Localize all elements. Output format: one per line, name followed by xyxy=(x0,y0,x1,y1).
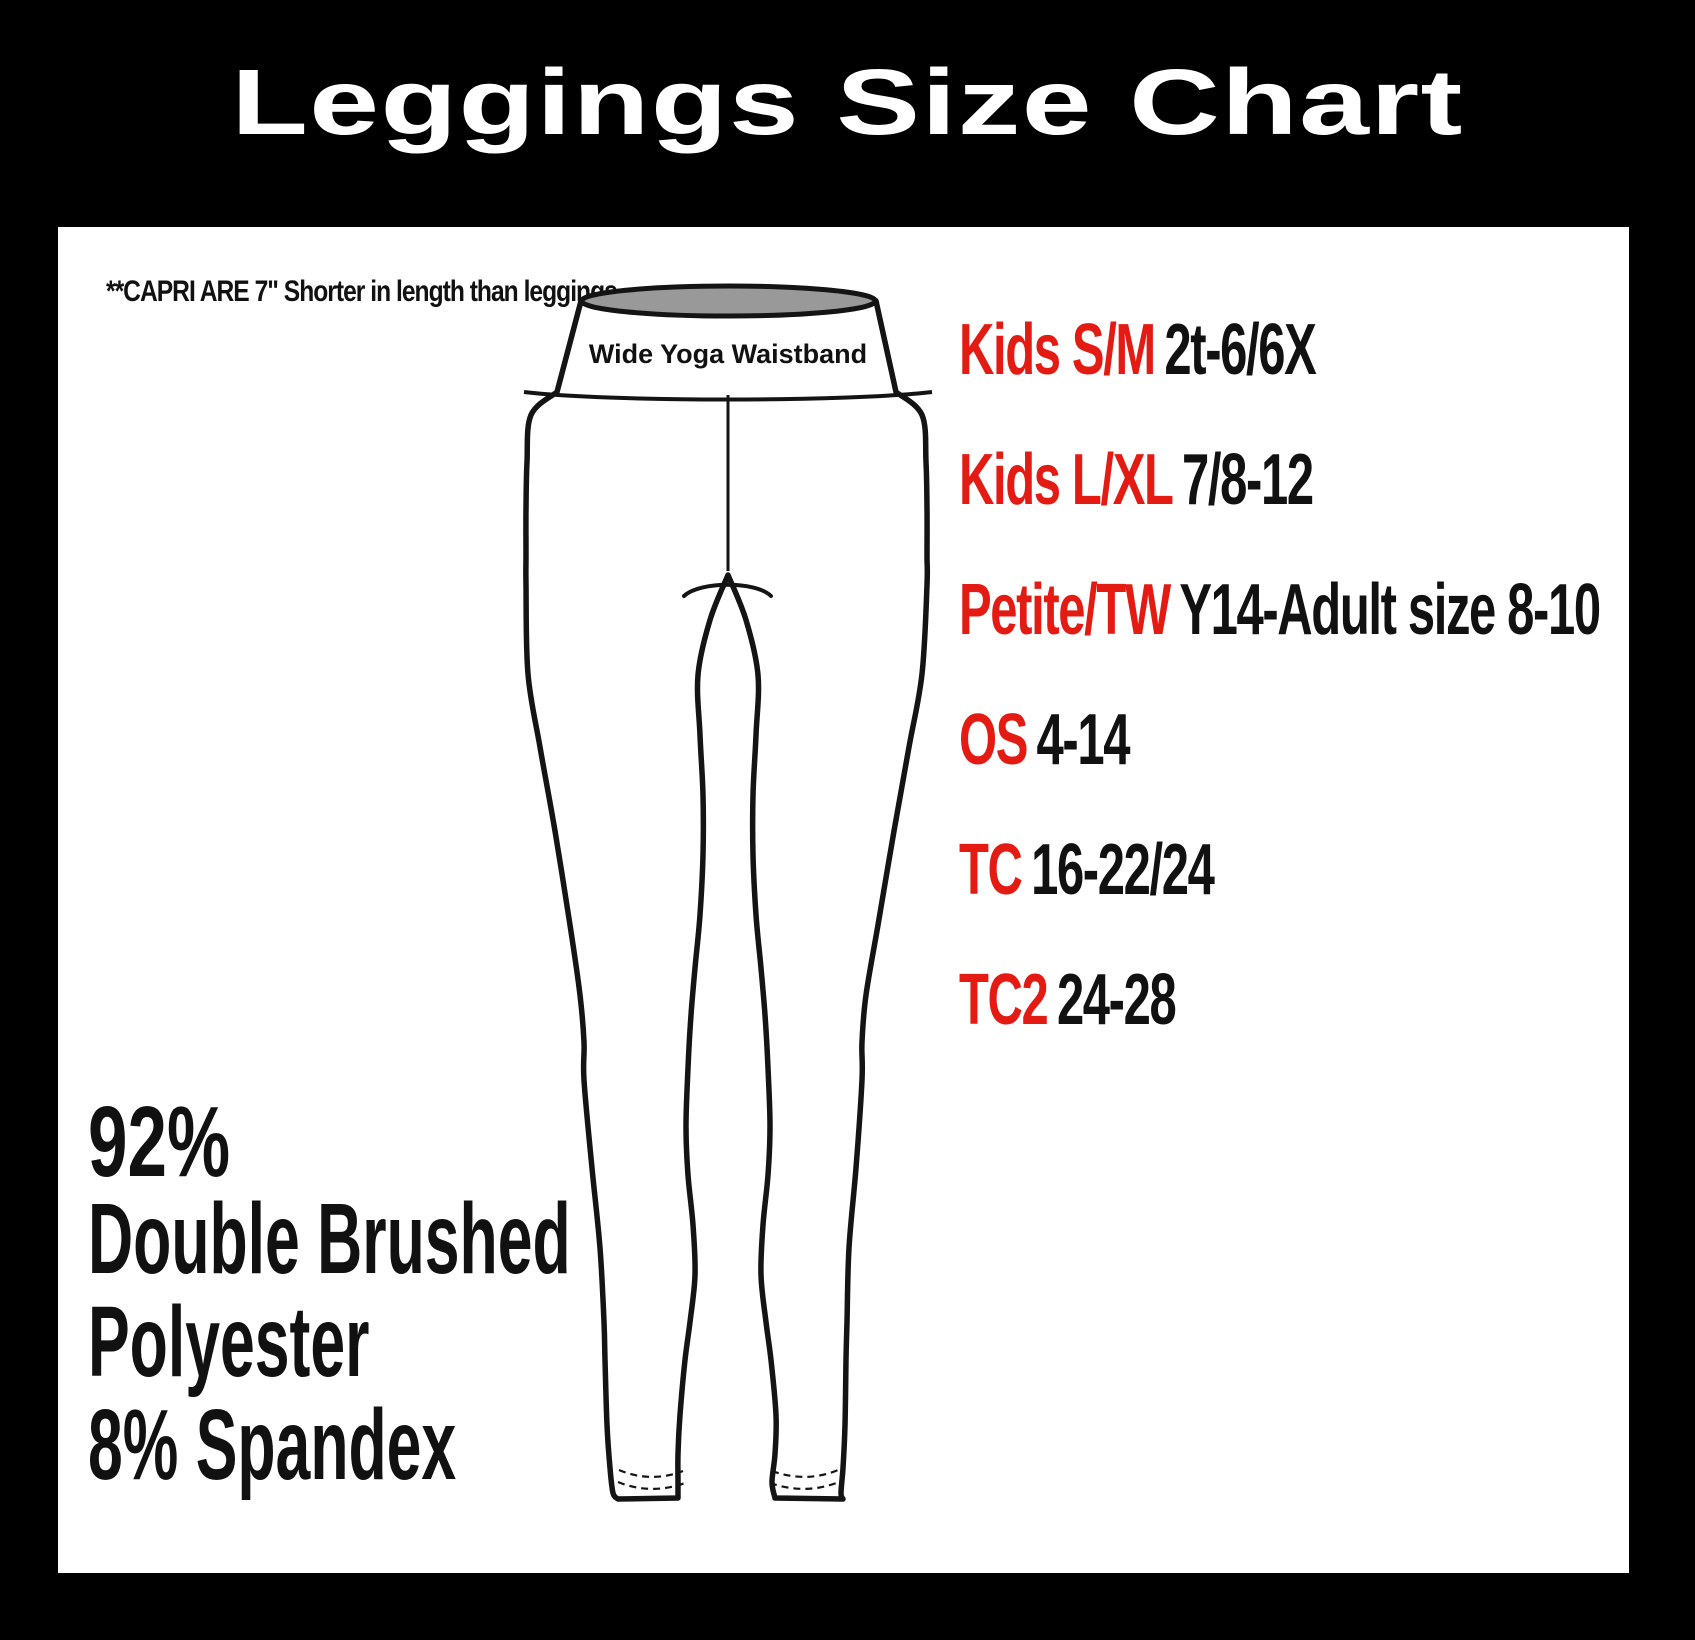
svg-text:Wide Yoga Waistband: Wide Yoga Waistband xyxy=(589,339,867,369)
